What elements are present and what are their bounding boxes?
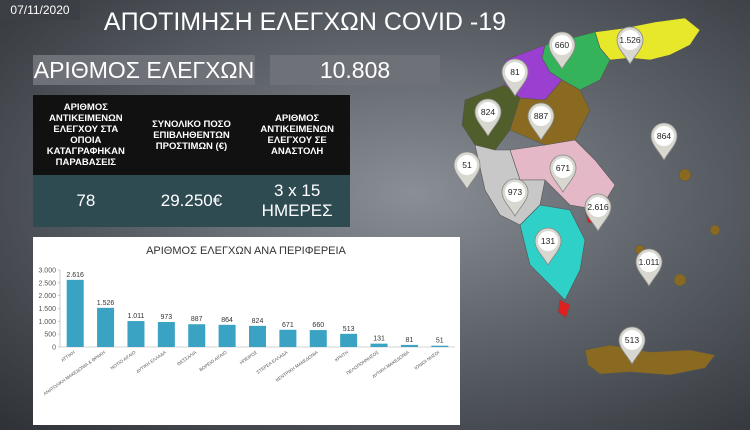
map-pin-face [538,231,558,251]
y-tick-label: 1.500 [38,306,56,313]
table-cell: 3 x 15 ΗΜΕΡΕΣ [244,175,350,227]
map-pin-face [531,106,551,126]
data-label: 1.526 [97,300,115,307]
x-tick-label: ΝΟΤΙΟ ΑΙΓΑΙΟ [110,349,137,370]
bar [157,322,175,347]
data-label: 671 [282,322,294,329]
map-pin-label: 81 [510,67,520,77]
map-pin-face [620,30,640,50]
map-pin-face [478,102,498,122]
y-tick-label: 0 [52,345,56,352]
map-pin-label: 864 [657,131,671,141]
map-pin-label: 887 [534,111,548,121]
island [678,168,692,182]
x-tick-label: ΑΝΑΤΟΛΙΚΗ ΜΑΚΕΔΟΝΙΑ & ΘΡΑΚΗ [43,350,107,397]
bar [279,329,297,347]
map-pin-face [552,35,572,55]
map-pin-face [457,155,477,175]
map-pin-face [639,252,659,272]
bar [188,324,206,347]
map-pin-label: 1.526 [619,35,641,45]
region [594,17,701,61]
y-tick-label: 3.000 [38,268,56,275]
x-tick-label: ΚΡΗΤΗ [334,350,349,363]
bar [248,325,267,347]
map-pin-label: 2.616 [587,202,609,212]
map-pin-face [622,330,642,350]
data-label: 2.616 [66,272,84,279]
y-tick-label: 500 [44,332,56,339]
y-tick-label: 2.000 [38,293,56,300]
map-pin-label: 660 [555,40,569,50]
title: ΑΠΟΤΙΜΗΣΗ ΕΛΕΓΧΩΝ COVID -19 [103,8,507,36]
data-label: 81 [406,337,414,344]
map-pin-label: 131 [541,236,555,246]
data-label: 660 [312,322,324,329]
data-label: 887 [191,316,203,323]
bar [97,307,115,347]
bar [400,344,418,347]
bar [218,324,236,347]
map-pin-label: 973 [508,187,522,197]
data-label: 513 [343,326,355,333]
summary-table: ΑΡΙΘΜΟΣ ΑΝΤΙΚΕΙΜΕΝΩΝ ΕΛΕΓΧΟΥ ΣΤΑ ΟΠΟΙΑ Κ… [33,95,350,227]
table-header: ΣΥΝΟΛΙΚΟ ΠΟΣΟ ΕΠΙΒΛΗΘΕΝΤΩΝ ΠΡΟΣΤΙΜΩΝ (€) [138,95,245,175]
bar [127,321,145,347]
map-pin-face [505,62,525,82]
bar [66,279,84,347]
region [584,344,716,376]
map-pin-face [553,158,573,178]
map-pin-label: 671 [556,163,570,173]
island [673,273,687,287]
table-header: ΑΡΙΘΜΟΣ ΑΝΤΙΚΕΙΜΕΝΩΝ ΕΛΕΓΧΟΥ ΣΤΑ ΟΠΟΙΑ Κ… [33,95,139,175]
table-header: ΑΡΙΘΜΟΣ ΑΝΤΙΚΕΙΜΕΝΩΝ ΕΛΕΓΧΟΥ ΣΕ ΑΝΑΣΤΟΛΗ [244,95,350,175]
data-label: 864 [221,317,233,324]
y-tick-label: 1.000 [38,319,56,326]
island [709,224,721,236]
data-label: 824 [252,318,264,325]
map-pin-face [654,126,674,146]
map-pin-label: 824 [481,107,495,117]
data-label: 51 [436,338,444,345]
x-tick-label: ΑΤΤΙΚΗ [60,350,76,363]
x-tick-label: ΗΠΕΙΡΟΣ [239,350,258,366]
x-tick-label: ΙΟΝΙΟΙ ΝΗΣΟΙ [414,350,441,371]
x-tick-label: ΣΤΕΡΕΑ ΕΛΛΑΔΑ [256,350,289,375]
region [557,299,571,319]
map-pin-label: 513 [625,335,639,345]
x-tick-label: ΔΥΤΙΚΗ ΕΛΛΑΔΑ [135,350,167,374]
checks-value: 10.808 [270,55,440,85]
map-pin-label: 1.011 [639,257,660,267]
table-cell: 78 [33,175,139,227]
map-pin-face [588,197,608,217]
x-tick-label: ΒΟΡΕΙΟ ΑΙΓΑΙΟ [198,349,228,372]
map: 2.616 1.526 1.011 973 887 864 824 671 660 513 131 8… [453,17,721,376]
date: 07/11/2020 [0,0,80,20]
chart-title: ΑΡΙΘΜΟΣ ΕΛΕΓΧΩΝ ΑΝΑ ΠΕΡΙΦΕΡΕΙΑ [146,245,346,257]
data-label: 1.011 [127,313,144,320]
map-pin-label: 51 [462,160,472,170]
data-label: 973 [161,314,173,321]
bar [431,345,449,347]
bar-chart: ΑΡΙΘΜΟΣ ΕΛΕΓΧΩΝ ΑΝΑ ΠΕΡΙΦΕΡΕΙΑ 0 500 1.000… [33,237,460,425]
checks-label: ΑΡΙΘΜΟΣ ΕΛΕΓΧΩΝ [33,55,255,85]
y-tick-label: 2.500 [38,280,56,287]
table-cell: 29.250€ [138,175,245,227]
data-label: 131 [373,336,385,343]
bar [309,330,327,347]
map-pin-face [505,182,525,202]
x-tick-label: ΘΕΣΣΑΛΙΑ [176,350,197,367]
bar [340,333,358,347]
bar [370,343,388,347]
